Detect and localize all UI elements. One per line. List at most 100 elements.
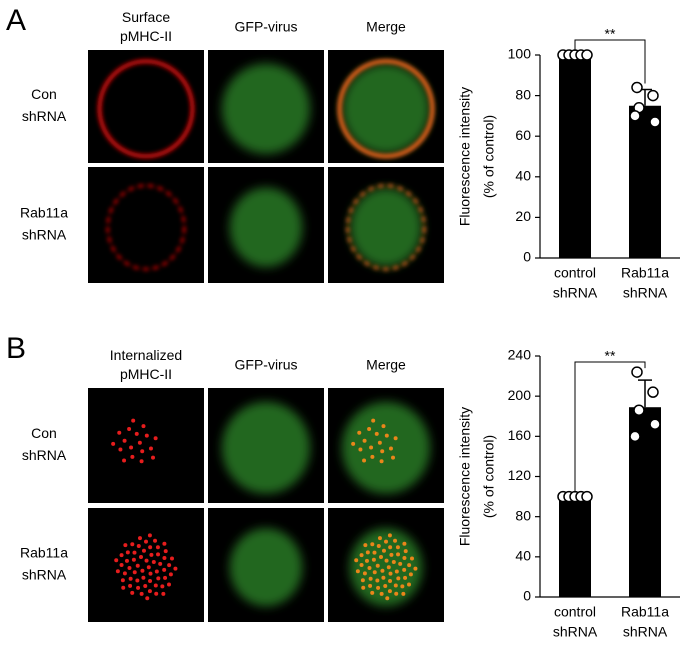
- y-axis-label: Fluorescence intensity: [457, 407, 473, 546]
- micrograph: [208, 167, 324, 283]
- y-tick-label: 200: [508, 387, 532, 403]
- cell-red-puncta: [355, 569, 360, 574]
- data-point: [631, 366, 643, 378]
- row-label: Rab11a shRNA: [20, 545, 68, 583]
- cell-red-puncta: [409, 556, 414, 561]
- column-header: Merge: [366, 19, 406, 35]
- micrograph: [88, 167, 204, 283]
- panel-letter: A: [6, 4, 26, 37]
- cell-red-puncta: [395, 545, 400, 550]
- cell-red-puncta: [359, 562, 364, 567]
- cell-red-puncta: [151, 559, 156, 564]
- cell-red-puncta: [363, 543, 368, 548]
- x-tick-label: Rab11a shRNA: [621, 604, 669, 640]
- y-tick-label: 40: [515, 168, 531, 184]
- cell-red-puncta: [388, 578, 393, 583]
- y-axis-label: (% of control): [481, 435, 497, 518]
- cell-red-puncta: [144, 558, 149, 563]
- cell-red-puncta: [128, 583, 133, 588]
- y-tick-label: 0: [523, 588, 531, 604]
- cell-red-puncta: [381, 548, 386, 553]
- data-point: [647, 386, 659, 398]
- cell-red-puncta: [372, 570, 377, 575]
- cell-green: [229, 187, 303, 267]
- column-header: Surface pMHC-II: [120, 9, 172, 44]
- cell-green: [221, 63, 311, 154]
- cell-red-puncta: [130, 542, 135, 547]
- data-point: [631, 81, 643, 94]
- cell-red-puncta: [167, 582, 172, 587]
- y-tick-label: 40: [515, 548, 531, 564]
- cell-red-puncta: [162, 567, 167, 572]
- cell-red-membrane: [337, 59, 435, 159]
- cell-red-puncta: [160, 584, 165, 589]
- cell-red-puncta: [388, 446, 393, 451]
- cell-red-puncta: [401, 591, 406, 596]
- cell-red-puncta: [141, 575, 146, 580]
- cell-red-puncta: [408, 572, 413, 577]
- cell-red-puncta: [162, 541, 167, 546]
- y-tick-label: 0: [523, 249, 531, 265]
- x-tick-label: control shRNA: [553, 265, 598, 301]
- cell-red-puncta: [153, 538, 158, 543]
- cell-red-puncta: [162, 556, 167, 561]
- cell-red-puncta: [403, 575, 408, 580]
- cell-red-puncta: [130, 590, 135, 595]
- y-tick-label: 100: [508, 46, 532, 62]
- cell-red-puncta: [413, 566, 418, 571]
- cell-red-puncta: [136, 585, 141, 590]
- cell-red-puncta: [368, 583, 373, 588]
- cell-red-puncta: [391, 455, 396, 460]
- cell-red-puncta: [379, 591, 384, 596]
- data-point: [629, 110, 641, 122]
- cell-red-puncta: [149, 552, 154, 557]
- cell-red-puncta: [167, 563, 172, 568]
- cell-red-puncta: [148, 545, 153, 550]
- cell-red-puncta: [139, 591, 144, 596]
- row-label: Con shRNA: [22, 86, 67, 124]
- micrograph-background: [88, 50, 204, 163]
- cell-red-puncta: [131, 557, 136, 562]
- cell-red-puncta: [370, 590, 375, 595]
- cell-red-puncta: [143, 583, 148, 588]
- cell-red-puncta: [154, 569, 159, 574]
- cell-red-puncta: [375, 578, 380, 583]
- cell-red-puncta: [132, 550, 137, 555]
- cell-green: [341, 401, 431, 494]
- cell-red-puncta: [386, 565, 391, 570]
- cell-red-puncta: [377, 440, 382, 445]
- cell-red-puncta: [114, 558, 119, 563]
- micrograph-background: [88, 167, 204, 283]
- data-point: [581, 49, 593, 61]
- cell-red-puncta: [136, 544, 141, 549]
- cell-red-puncta: [123, 543, 128, 548]
- micrograph: [328, 388, 444, 503]
- cell-red-puncta: [402, 556, 407, 561]
- cell-green: [349, 187, 423, 267]
- cell-red-puncta: [396, 552, 401, 557]
- cell-red-puncta: [384, 558, 389, 563]
- cell-red-puncta: [400, 584, 405, 589]
- cell-red-puncta: [370, 542, 375, 547]
- cell-red-puncta: [351, 441, 356, 446]
- cell-red-puncta: [362, 571, 367, 576]
- column-header: Merge: [366, 357, 406, 373]
- data-point: [629, 430, 641, 443]
- cell-red-puncta: [369, 445, 374, 450]
- cell-red-puncta: [375, 563, 380, 568]
- row-label: Rab11a shRNA: [20, 205, 68, 243]
- y-tick-label: 80: [515, 86, 531, 102]
- bar: [559, 496, 591, 597]
- cell-red-puncta: [407, 582, 412, 587]
- cell-red-puncta: [135, 578, 140, 583]
- column-header: GFP-virus: [235, 357, 298, 373]
- micrograph-background: [88, 388, 204, 503]
- cell-red-puncta: [130, 454, 135, 459]
- cell-red-puncta: [127, 426, 132, 431]
- cell-red-puncta: [402, 541, 407, 546]
- y-tick-label: 240: [508, 347, 532, 363]
- micrograph-background: [88, 508, 204, 622]
- cell-green: [229, 528, 303, 607]
- cell-red-puncta: [367, 426, 372, 431]
- cell-red-puncta: [407, 563, 412, 568]
